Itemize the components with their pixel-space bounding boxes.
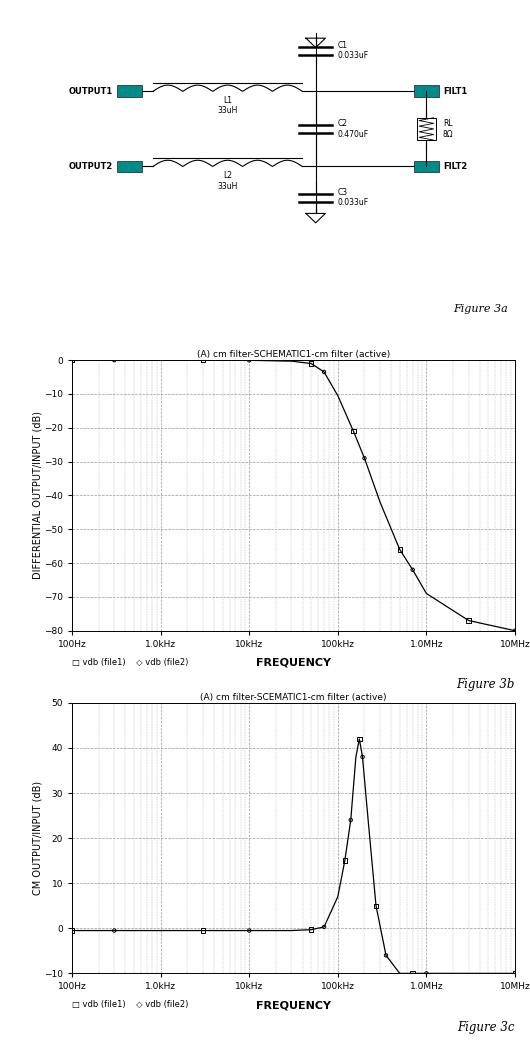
Text: C3
0.033uF: C3 0.033uF — [338, 188, 369, 208]
Point — [110, 351, 119, 368]
Text: C1
0.033uF: C1 0.033uF — [338, 41, 369, 60]
Point — [307, 921, 315, 938]
Y-axis label: DIFFERENTIAL OUTPUT/INPUT (dB): DIFFERENTIAL OUTPUT/INPUT (dB) — [32, 412, 42, 579]
FancyBboxPatch shape — [118, 86, 142, 98]
Text: L1: L1 — [223, 97, 232, 105]
Text: FREQUENCY: FREQUENCY — [256, 1001, 331, 1010]
FancyBboxPatch shape — [414, 160, 439, 173]
Point — [372, 898, 380, 915]
Text: RL
8Ω: RL 8Ω — [443, 119, 454, 139]
Point — [409, 964, 417, 981]
Point — [382, 946, 390, 963]
Bar — [417, 118, 436, 140]
Point — [199, 351, 207, 368]
Text: FREQUENCY: FREQUENCY — [256, 658, 331, 667]
FancyBboxPatch shape — [414, 86, 439, 98]
Point — [320, 919, 328, 936]
Point — [355, 730, 364, 747]
Point — [307, 355, 315, 372]
Title: (A) cm filter-SCHEMATIC1-cm filter (active): (A) cm filter-SCHEMATIC1-cm filter (acti… — [197, 350, 390, 360]
Text: 33uH: 33uH — [217, 106, 238, 116]
Point — [68, 922, 76, 939]
Text: Figure 3a: Figure 3a — [454, 303, 508, 314]
Text: Figure 3b: Figure 3b — [457, 678, 515, 691]
Text: OUTPUT1: OUTPUT1 — [69, 87, 113, 95]
Point — [341, 852, 349, 869]
Y-axis label: CM OUTPUT/INPUT (dB): CM OUTPUT/INPUT (dB) — [32, 781, 42, 895]
Point — [409, 561, 417, 578]
Text: 33uH: 33uH — [217, 181, 238, 191]
Point — [245, 352, 253, 369]
Text: □ vdb (file1)    ◇ vdb (file2): □ vdb (file1) ◇ vdb (file2) — [72, 1001, 188, 1009]
Text: C2
0.470uF: C2 0.470uF — [338, 119, 369, 139]
FancyBboxPatch shape — [118, 160, 142, 173]
Point — [349, 422, 358, 439]
Point — [347, 812, 355, 829]
Point — [320, 364, 328, 381]
Point — [422, 964, 431, 981]
Point — [245, 922, 253, 939]
Text: FILT2: FILT2 — [443, 162, 467, 171]
Point — [358, 748, 367, 765]
Point — [511, 622, 519, 639]
Point — [464, 612, 473, 629]
Text: □ vdb (file1)    ◇ vdb (file2): □ vdb (file1) ◇ vdb (file2) — [72, 658, 188, 666]
Text: L2: L2 — [223, 171, 232, 180]
Point — [511, 964, 519, 981]
Text: OUTPUT2: OUTPUT2 — [69, 162, 113, 171]
Text: FILT1: FILT1 — [443, 87, 467, 95]
Text: Figure 3c: Figure 3c — [457, 1021, 515, 1033]
Point — [360, 450, 369, 467]
Point — [110, 922, 119, 939]
Point — [199, 922, 207, 939]
Point — [68, 351, 76, 368]
Point — [395, 541, 404, 558]
Title: (A) cm filter-SCEMATIC1-cm filter (active): (A) cm filter-SCEMATIC1-cm filter (activ… — [200, 693, 387, 702]
